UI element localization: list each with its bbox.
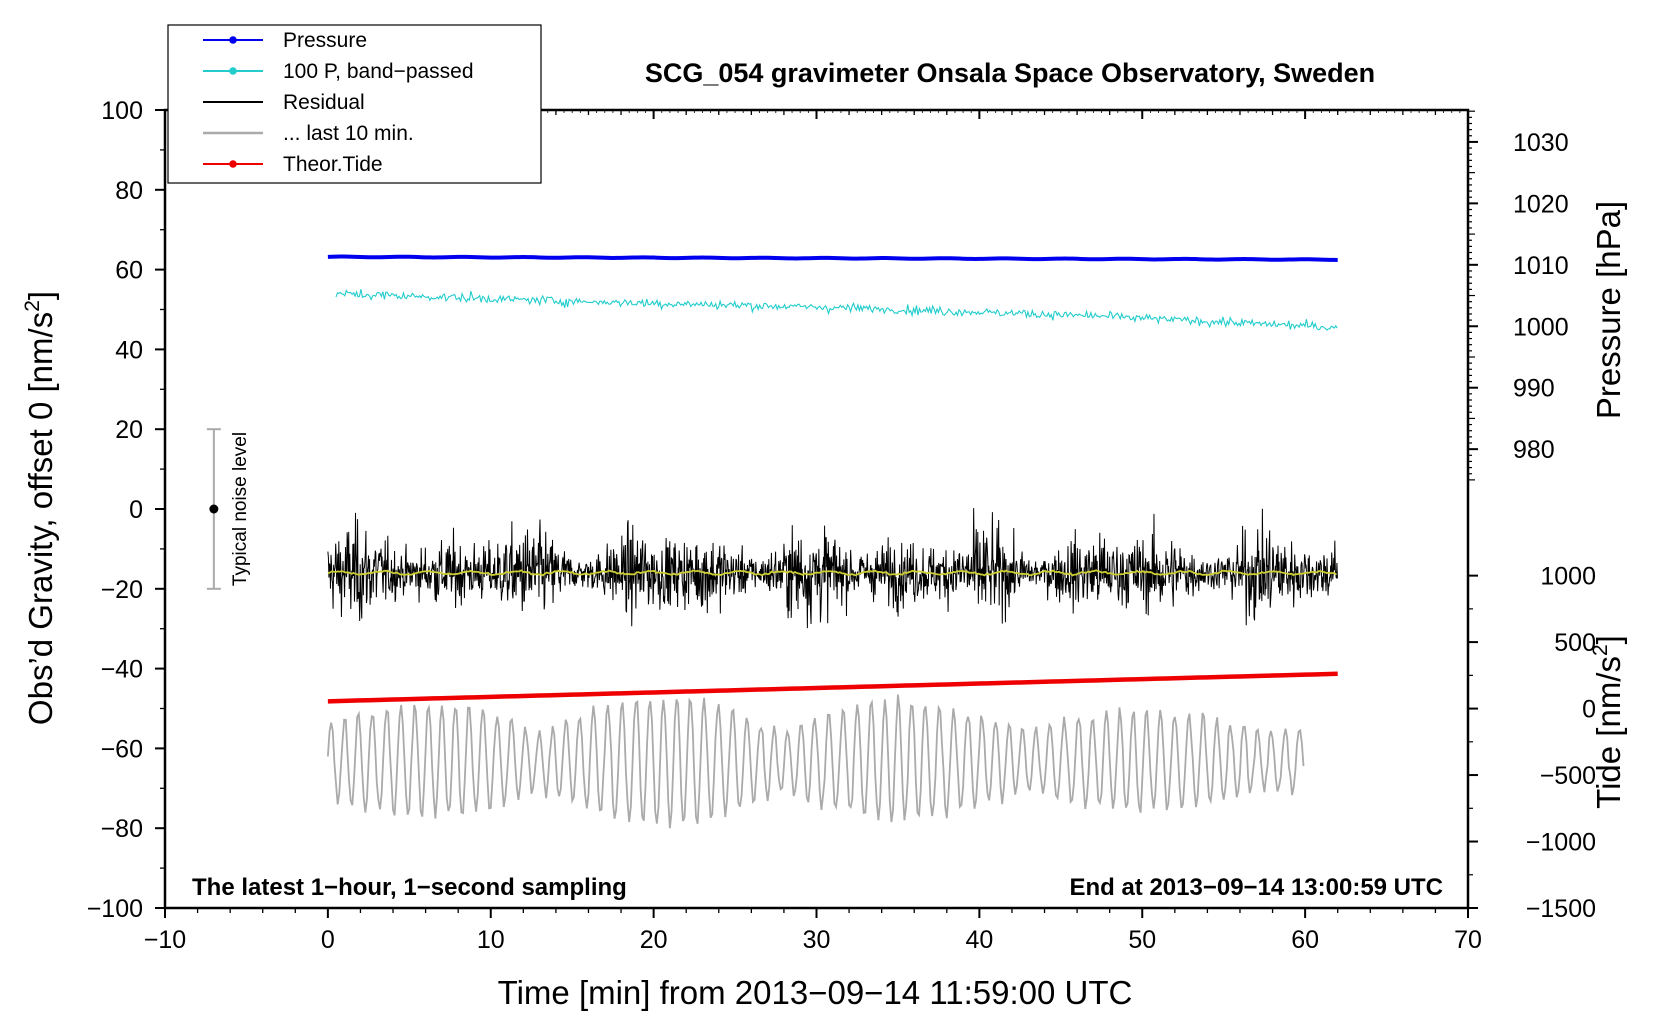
legend-swatch-dot [229,160,237,168]
legend-label: Theor.Tide [283,153,383,176]
y-tick-label: 60 [115,257,143,285]
tide-tick-label: 0 [1582,696,1596,724]
residual-series-line [327,508,1338,629]
sampling-note: The latest 1−hour, 1−second sampling [192,874,627,901]
legend-swatch-dot [229,67,237,75]
x-tick-label: 30 [803,926,831,954]
x-tick-label: 20 [640,926,668,954]
noise-level-label: Typical noise level [230,432,251,586]
legend: Pressure 100 P, band−passed Residual ... la… [167,24,542,184]
x-tick-label: 0 [321,926,335,954]
band-passed-series-line [335,289,1338,331]
theor-tide-series-line [327,671,1338,704]
y-tick-label: 100 [101,97,143,125]
last-10-min-series-line [326,694,1305,829]
y-tick-label: 80 [115,177,143,205]
noise-level-dot [209,504,219,514]
y-tick-label: −100 [87,895,143,923]
pressure-axis-title: Pressure [hPa] [1590,201,1627,419]
x-axis-title: Time [min] from 2013−09−14 11:59:00 UTC [498,974,1133,1011]
pressure-tick-label: 990 [1513,375,1555,403]
chart-title: SCG_054 gravimeter Onsala Space Observat… [645,58,1375,88]
legend-label: ... last 10 min. [283,122,414,145]
pressure-tick-label: 1020 [1513,190,1569,218]
x-tick-label: 70 [1454,926,1482,954]
x-tick-label: 40 [965,926,993,954]
x-tick-label: 10 [477,926,505,954]
y-tick-label: −60 [101,735,143,763]
tide-tick-label: 1000 [1540,563,1596,591]
smoothed-residual-line [327,569,1338,577]
legend-label: Pressure [283,29,367,52]
tide-tick-label: −500 [1540,762,1596,790]
legend-label: Residual [283,91,365,114]
tide-tick-label: −1500 [1526,895,1596,923]
pressure-tick-label: 1010 [1513,252,1569,280]
y-tick-label: −40 [101,656,143,684]
y-tick-label: 0 [129,496,143,524]
legend-label: 100 P, band−passed [283,60,474,83]
annotation-layer: Typical noise level [206,428,251,590]
y-tick-label: −20 [101,576,143,604]
legend-box [167,24,542,184]
pressure-tick-label: 1030 [1513,129,1569,157]
tide-tick-label: −1000 [1526,829,1596,857]
pressure-series-line [327,254,1338,262]
x-tick-label: −10 [144,926,186,954]
pressure-tick-label: 1000 [1513,313,1569,341]
x-tick-label: 60 [1291,926,1319,954]
y-tick-label: 40 [115,336,143,364]
plot-frame [163,108,1470,910]
y-tick-label: −80 [101,815,143,843]
y-tick-label: 20 [115,416,143,444]
end-time-note: End at 2013−09−14 13:00:59 UTC [1069,874,1443,901]
legend-items: Pressure 100 P, band−passed Residual ... la… [203,29,474,176]
x-tick-label: 50 [1128,926,1156,954]
pressure-tick-label: 980 [1513,436,1555,464]
tide-axis-title: Tide [nm/s2] [1589,635,1627,809]
legend-swatch-dot [229,36,237,44]
axis-layer: −10 0 10 20 30 40 50 60 70−100−80−60−40−20020406… [87,97,1596,954]
data-layer [326,254,1338,829]
y-axis-title: Obs’d Gravity, offset 0 [nm/s2] [21,291,59,725]
tide-tick-label: 500 [1554,629,1596,657]
